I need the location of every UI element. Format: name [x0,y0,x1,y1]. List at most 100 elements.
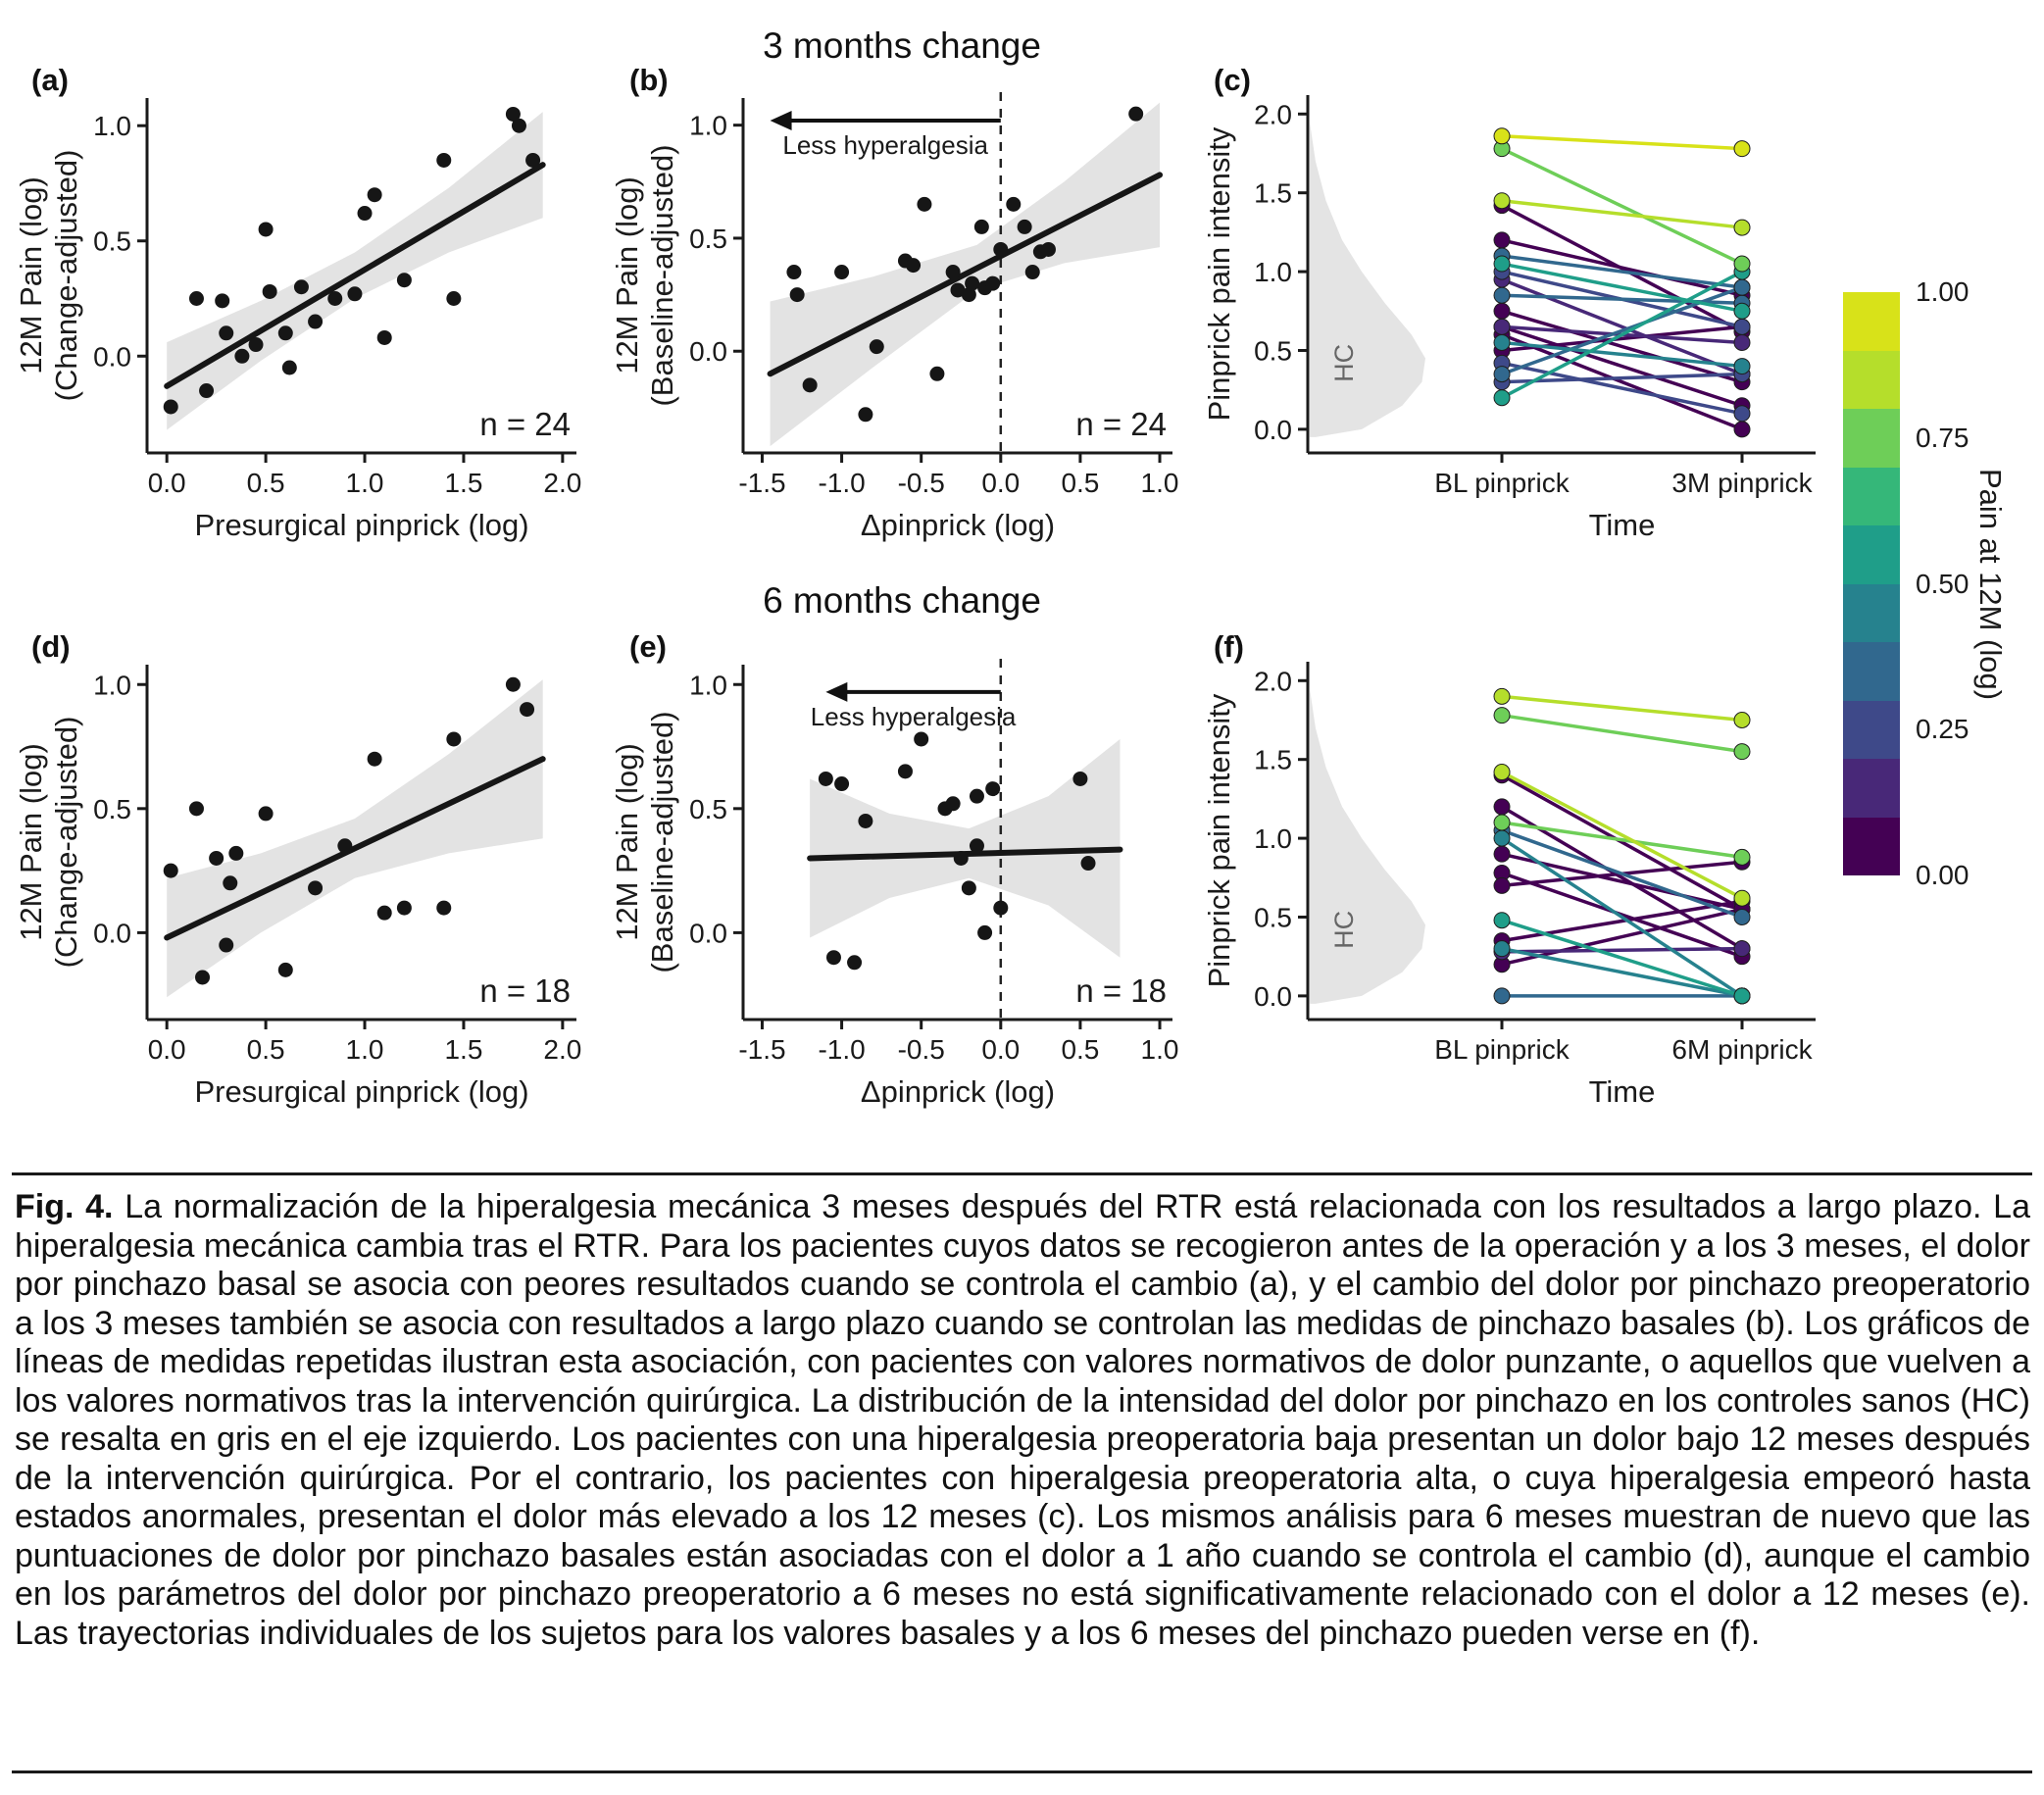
colorbar-swatch [1843,409,1900,468]
caption-top-rule [12,1172,2032,1175]
colorbar-tick-label: 0.50 [1916,568,1969,599]
panel-e-scatter-chart: -1.5 -1.0 -0.5 0.0 0.5 1.0 0.0 0.5 1.0 Δpinprick … [610,659,1178,1109]
svg-text:6M pinprick: 6M pinprick [1671,1034,1813,1065]
svg-text:1.0: 1.0 [689,670,727,700]
svg-text:BL pinprick: BL pinprick [1434,1034,1570,1065]
x-axis-title: Presurgical pinprick (log) [194,508,528,542]
svg-text:0.5: 0.5 [93,794,131,824]
colorbar-swatch [1843,467,1900,525]
svg-text:1.5: 1.5 [1254,745,1292,775]
svg-text:1.5: 1.5 [1254,178,1292,209]
arrow-left-icon [770,111,792,131]
svg-text:2.0: 2.0 [1254,99,1292,129]
svg-text:3M pinprick: 3M pinprick [1671,468,1813,498]
svg-text:0.0: 0.0 [1254,415,1292,445]
sample-size-label: n = 18 [479,972,571,1009]
y-axis-title: (Change-adjusted) [49,150,83,402]
svg-text:1.0: 1.0 [1254,257,1292,287]
svg-text:-1.5: -1.5 [738,1034,785,1065]
colorbar-tick-label: 0.00 [1916,860,1969,890]
y-axis-title: 12M Pain (log) [610,743,644,941]
svg-text:BL pinprick: BL pinprick [1434,468,1570,498]
svg-text:1.0: 1.0 [93,111,131,141]
tick-labels: 0.0 0.5 1.0 1.5 2.0 0.0 0.5 1.0 [93,670,581,1065]
x-axis-title: Time [1589,1074,1656,1109]
confidence-band [167,112,543,430]
colorbar-swatch [1843,583,1900,642]
y-axis-title: Pinprick pain intensity [1202,693,1236,987]
panel-d-scatter-chart: 0.0 0.5 1.0 1.5 2.0 0.0 0.5 1.0 Presurgical pinp… [14,665,581,1109]
less-hyperalgesia-annotation: Less hyperalgesia [770,111,1001,160]
caption-text: La normalización de la hiperalgesia mecá… [15,1188,2030,1652]
row-title-6-months: 6 months change [763,580,1041,621]
tick-labels: -1.5 -1.0 -0.5 0.0 0.5 1.0 0.0 0.5 1.0 [689,111,1178,498]
svg-text:0.0: 0.0 [1254,981,1292,1012]
panel-f-slope-chart: HC 0.0 0.5 1.0 1.5 2.0 BL pinprick 6M pinprick T… [1202,662,1816,1109]
svg-text:2.0: 2.0 [543,1034,581,1065]
colorbar: 1.00 0.75 0.50 0.25 0.00 Pain at 12M (log) [1843,278,2044,889]
subject-lines [1493,687,1751,1005]
svg-text:1.5: 1.5 [444,1034,482,1065]
svg-text:0.0: 0.0 [689,336,727,367]
y-axis-title: (Baseline-adjusted) [645,711,679,972]
axes [733,98,1172,463]
panel-label-d: (d) [31,629,71,664]
svg-text:0.0: 0.0 [981,1034,1020,1065]
svg-text:0.0: 0.0 [93,918,131,948]
panel-label-e: (e) [629,629,667,664]
y-axis-title: 12M Pain (log) [14,176,48,374]
colorbar-tick-label: 0.75 [1916,422,1969,453]
svg-text:0.0: 0.0 [689,918,727,948]
y-axis-title: (Baseline-adjusted) [645,144,679,406]
axes [137,98,576,463]
y-axis-title: (Change-adjusted) [49,717,83,969]
axes [1298,662,1816,1029]
svg-text:1.5: 1.5 [444,468,482,498]
svg-text:1.0: 1.0 [93,670,131,700]
y-axis-title: 12M Pain (log) [610,176,644,374]
svg-text:1.0: 1.0 [346,468,384,498]
svg-text:1.0: 1.0 [1141,1034,1179,1065]
confidence-band [810,738,1121,958]
colorbar-ticks: 1.00 0.75 0.50 0.25 0.00 [1916,278,1994,889]
sample-size-label: n = 24 [1075,406,1167,442]
colorbar-swatch [1843,759,1900,818]
y-axis-title: 12M Pain (log) [14,743,48,941]
arrow-left-icon [825,681,848,702]
sample-size-label: n = 18 [1075,972,1167,1009]
svg-text:0.5: 0.5 [1254,902,1292,932]
caption-label: Fig. 4. [15,1188,114,1225]
regression-line [767,172,1164,377]
svg-text:2.0: 2.0 [1254,666,1292,696]
colorbar-gradient [1843,292,1900,875]
svg-text:0.5: 0.5 [1254,335,1292,366]
svg-text:Less hyperalgesia: Less hyperalgesia [811,702,1017,731]
x-axis-title: Δpinprick (log) [861,508,1055,542]
hc-label: HC [1329,911,1359,949]
tick-labels: -1.5 -1.0 -0.5 0.0 0.5 1.0 0.0 0.5 1.0 [689,670,1178,1065]
tick-labels: 0.0 0.5 1.0 1.5 2.0 BL pinprick 3M pinprick [1254,99,1814,498]
svg-text:0.5: 0.5 [1061,468,1099,498]
axes [733,665,1172,1029]
x-axis-title: Δpinprick (log) [861,1074,1055,1109]
panel-c-slope-chart: HC 0.0 0.5 1.0 1.5 2.0 BL pinprick 3M pinprick T… [1202,95,1816,542]
svg-text:0.5: 0.5 [247,468,285,498]
svg-text:-1.0: -1.0 [818,1034,865,1065]
y-axis-title: Pinprick pain intensity [1202,126,1236,421]
colorbar-tick-label: 1.00 [1916,276,1969,307]
confidence-band [167,679,543,998]
svg-text:1.0: 1.0 [1254,823,1292,854]
svg-text:1.0: 1.0 [1141,468,1179,498]
colorbar-swatch [1843,817,1900,875]
x-axis-title: Presurgical pinprick (log) [194,1074,528,1109]
hc-density [1310,122,1425,437]
svg-text:0.5: 0.5 [1061,1034,1099,1065]
scatter-points [163,676,535,985]
svg-text:0.0: 0.0 [981,468,1020,498]
scatter-points [818,731,1096,971]
colorbar-tick-label: 0.25 [1916,714,1969,745]
hc-label: HC [1329,344,1359,382]
panel-a-scatter-chart: 0.0 0.5 1.0 1.5 2.0 0.0 0.5 1.0 Presurgical pinp… [14,98,581,542]
hc-density [1310,688,1425,1004]
